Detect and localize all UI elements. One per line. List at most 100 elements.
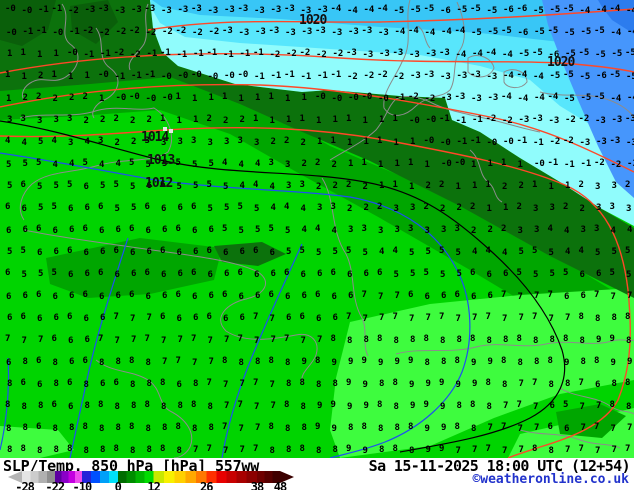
svg-text:-3: -3 <box>98 4 109 14</box>
copyright-link[interactable]: ©weatheronline.co.uk <box>472 472 629 487</box>
svg-text:-3: -3 <box>410 71 421 81</box>
svg-text:6: 6 <box>99 292 104 302</box>
svg-text:8: 8 <box>38 401 43 411</box>
svg-text:7: 7 <box>580 402 585 412</box>
svg-text:-0: -0 <box>5 4 16 14</box>
svg-text:6: 6 <box>377 268 382 278</box>
svg-text:-6: -6 <box>440 6 451 16</box>
scale-tick-label: 48 <box>273 480 287 490</box>
svg-text:9: 9 <box>441 423 446 433</box>
svg-text:1: 1 <box>362 158 367 168</box>
svg-text:8: 8 <box>502 380 507 390</box>
svg-text:6: 6 <box>21 312 26 322</box>
svg-text:-1: -1 <box>472 115 483 125</box>
svg-text:7: 7 <box>501 422 506 432</box>
svg-text:1: 1 <box>285 94 290 104</box>
svg-text:9: 9 <box>408 356 413 366</box>
svg-text:6: 6 <box>177 380 182 390</box>
svg-text:8: 8 <box>67 444 72 454</box>
svg-text:-5: -5 <box>565 49 576 59</box>
svg-text:1: 1 <box>255 93 260 103</box>
svg-text:7: 7 <box>519 445 524 455</box>
svg-text:9: 9 <box>456 380 461 390</box>
svg-text:3: 3 <box>408 224 413 234</box>
svg-text:3: 3 <box>581 225 586 235</box>
svg-text:-0: -0 <box>116 93 127 103</box>
svg-text:-5: -5 <box>625 48 634 58</box>
svg-text:6: 6 <box>488 291 493 301</box>
svg-text:8: 8 <box>222 356 227 366</box>
svg-text:9: 9 <box>611 358 616 368</box>
svg-text:8: 8 <box>23 423 28 433</box>
svg-text:8: 8 <box>487 336 492 346</box>
svg-text:9: 9 <box>424 400 429 410</box>
svg-text:6: 6 <box>208 270 213 280</box>
svg-text:8: 8 <box>378 424 383 434</box>
svg-text:-3: -3 <box>346 48 357 58</box>
svg-text:-5: -5 <box>580 72 591 82</box>
svg-text:-0: -0 <box>6 28 17 38</box>
svg-text:6: 6 <box>285 292 290 302</box>
svg-text:6: 6 <box>129 224 134 234</box>
svg-text:-3: -3 <box>285 28 296 38</box>
svg-text:5: 5 <box>550 269 555 279</box>
svg-text:6: 6 <box>596 269 601 279</box>
svg-text:-3: -3 <box>332 28 343 38</box>
svg-text:5: 5 <box>23 159 28 169</box>
svg-text:2: 2 <box>207 114 212 124</box>
svg-text:7: 7 <box>611 292 616 302</box>
svg-text:8: 8 <box>160 378 165 388</box>
svg-text:-1: -1 <box>207 48 218 58</box>
svg-text:4: 4 <box>284 202 290 212</box>
svg-text:-2: -2 <box>192 28 203 38</box>
svg-text:-2: -2 <box>146 28 157 38</box>
svg-text:8: 8 <box>285 424 290 434</box>
svg-text:8: 8 <box>487 402 492 412</box>
svg-text:8: 8 <box>131 401 136 411</box>
svg-text:1: 1 <box>160 114 165 124</box>
svg-text:-0: -0 <box>191 70 202 80</box>
svg-text:8: 8 <box>84 380 89 390</box>
svg-text:7: 7 <box>301 336 306 346</box>
svg-text:1: 1 <box>270 116 275 126</box>
svg-text:-5: -5 <box>612 49 623 59</box>
svg-text:3: 3 <box>285 160 290 170</box>
svg-text:3: 3 <box>37 116 42 126</box>
svg-text:1: 1 <box>364 137 369 147</box>
svg-text:-5: -5 <box>532 48 543 58</box>
svg-text:3: 3 <box>594 224 599 234</box>
svg-text:8: 8 <box>532 444 537 454</box>
svg-text:-1: -1 <box>223 50 234 60</box>
svg-text:7: 7 <box>393 312 398 322</box>
svg-text:7: 7 <box>488 423 493 433</box>
svg-text:1: 1 <box>394 138 399 148</box>
svg-text:5: 5 <box>114 180 119 190</box>
svg-text:8: 8 <box>548 356 553 366</box>
svg-text:1: 1 <box>472 181 477 191</box>
svg-text:-0: -0 <box>208 72 219 82</box>
svg-text:-1: -1 <box>36 26 47 36</box>
svg-text:-4: -4 <box>627 93 634 103</box>
svg-text:6: 6 <box>284 268 289 278</box>
svg-text:8: 8 <box>255 357 260 367</box>
svg-text:7: 7 <box>162 357 167 367</box>
svg-text:9: 9 <box>332 424 337 434</box>
svg-text:6: 6 <box>332 292 337 302</box>
svg-text:8: 8 <box>424 334 429 344</box>
svg-text:8: 8 <box>7 379 12 389</box>
svg-text:-1: -1 <box>457 137 468 147</box>
svg-text:2: 2 <box>147 115 152 125</box>
svg-text:-4: -4 <box>331 4 342 14</box>
svg-text:-5: -5 <box>594 92 605 102</box>
svg-text:6: 6 <box>145 268 150 278</box>
svg-text:5: 5 <box>625 246 630 256</box>
svg-text:8: 8 <box>549 446 554 456</box>
svg-text:5: 5 <box>38 137 43 147</box>
svg-text:3: 3 <box>394 204 399 214</box>
svg-text:-0: -0 <box>178 71 189 81</box>
svg-text:7: 7 <box>145 334 150 344</box>
weather-map[interactable]: -0 -0 -1 -1 -2 -3 -3 -3 -3 -3 -3 -3 -3 -3 -3 -3 -3 -3 -3 -3… <box>0 0 634 458</box>
svg-text:8: 8 <box>333 445 338 455</box>
svg-text:8: 8 <box>579 312 584 322</box>
svg-text:7: 7 <box>222 422 227 432</box>
